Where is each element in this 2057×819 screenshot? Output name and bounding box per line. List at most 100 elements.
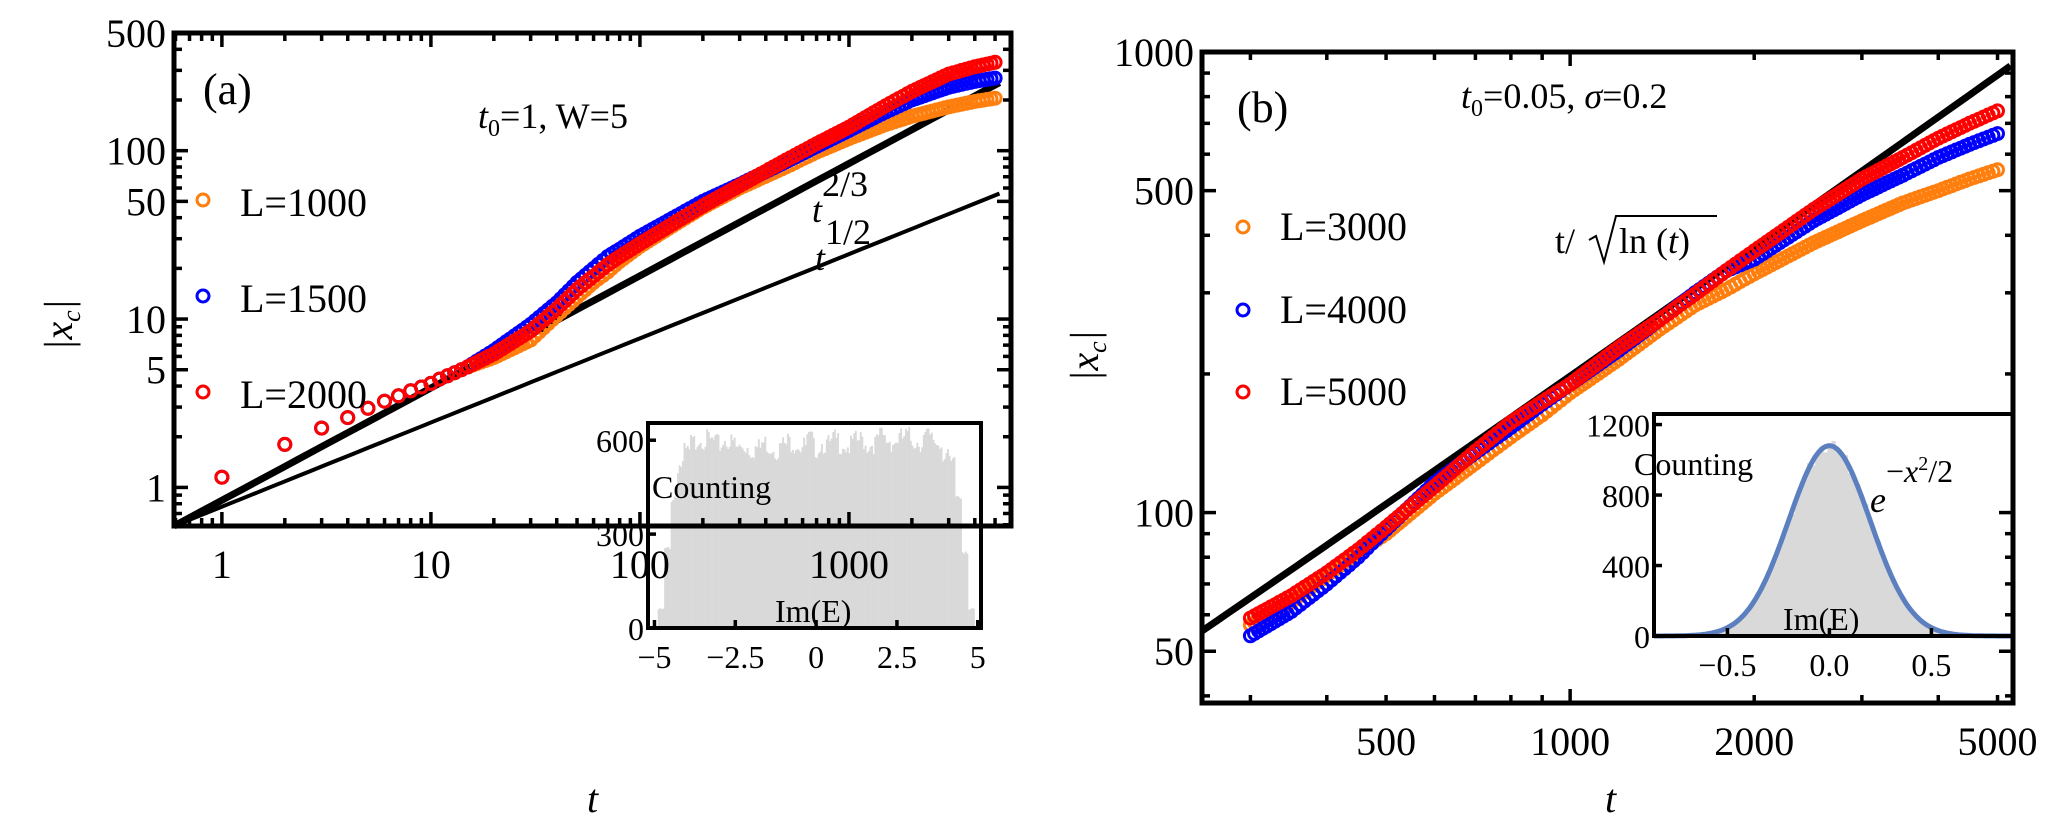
histogram-bar [948,455,951,628]
ref-label-root-close: ) [1678,221,1690,261]
histogram-bar [761,442,764,628]
y-tick-label: 1 [146,465,166,510]
histogram-bar [956,495,959,628]
histogram-bar [1758,590,1763,636]
histogram-bar [680,467,683,628]
histogram-bar [1876,540,1881,636]
legend-marker-l1500 [195,288,211,304]
histogram-bar [935,444,938,628]
legend-label-l1500: L=1500 [240,276,367,321]
histogram-bar [809,431,812,628]
histogram-bar [1737,618,1743,636]
y-axis-label-b-x: x [1062,353,1107,372]
y-tick-label: 5 [146,348,166,393]
histogram-bar [1729,625,1734,636]
histogram-bar [1908,611,1914,636]
inset-x-tick-label: 5 [970,639,986,675]
histogram-bar [1917,619,1922,636]
histogram-bar [812,438,815,628]
histogram-bar [702,449,705,628]
histogram-bar [1925,625,1930,636]
histogram-bar [681,460,684,628]
histogram-bar [917,446,920,628]
histogram-bar [1847,473,1853,636]
histogram-bar [782,437,785,628]
y-axis-label-b-text: |xc| [1062,330,1112,381]
histogram-bar [759,447,762,628]
histogram-bar [930,432,933,628]
histogram-bar [1823,452,1828,636]
histogram-bar [964,551,967,628]
data-point [1990,162,2005,178]
histogram-bar [909,440,912,628]
histogram-bar [743,451,746,628]
annotation-a-rest: =1, W=5 [500,96,628,136]
data-point [432,371,448,387]
x-tick-label: 100 [610,542,670,587]
histogram-bar [838,453,841,628]
inset-b-ylabel: Counting [1634,446,1753,482]
histogram-bar [714,435,717,628]
histogram-bar [1770,562,1775,636]
ref-label-root-ln: ln ( [1619,221,1668,261]
annotation-b-t: t [1461,76,1472,116]
histogram-bar [867,451,870,628]
y-tick-label: 1000 [1114,30,1194,75]
x-tick-label: 10 [411,542,451,587]
histogram-bar [958,497,961,628]
histogram-bar [657,609,660,628]
histogram-bar [1721,629,1726,636]
panel-label-b: (b) [1237,83,1288,132]
legend-label-l3000: L=3000 [1280,204,1407,249]
histogram-bar [770,453,773,628]
y-axis-label-b-bar: | [1062,330,1107,341]
data-point [987,70,1003,86]
histogram-bar [955,496,958,628]
histogram-bar [850,435,852,628]
y-tick-label: 10 [126,297,166,342]
histogram-bar [837,432,840,628]
histogram-bar [824,452,827,628]
data-point [214,469,230,485]
histogram-bar [833,429,836,628]
histogram-bar [712,439,715,628]
x-axis-label-a: t [587,776,599,819]
histogram-bar [950,460,953,628]
histogram-bar [887,442,890,628]
y-tick-label: 50 [126,179,166,224]
inset-x-tick-label: −0.5 [1698,647,1756,683]
histogram-bar [694,449,697,628]
legend-marker-l3000 [1235,219,1251,235]
histogram-bar [1843,455,1849,636]
reference-line-2-3 [172,79,1002,530]
histogram-bar [659,608,662,628]
histogram-bar [841,448,844,628]
histogram-bar [660,609,663,628]
histogram-bar [717,434,720,628]
y-axis-label-b: |xc| [1062,330,1112,381]
histogram-bar [777,458,780,628]
histogram-bar [723,440,726,628]
inset-y-tick-label: 0 [1634,619,1650,655]
histogram-bar [811,431,814,628]
histogram-bar [896,443,899,628]
axis-ticks-a: 1 10 100 1000 1 5 10 50 100 500 [106,11,1011,587]
histogram-bar [673,496,676,628]
plot-frame-b [1199,49,2016,706]
histogram-bar [869,446,872,628]
histogram-bar [1806,463,1812,636]
histogram-bar [951,458,954,628]
histogram-bar [914,447,917,628]
annotation-a-t: t [478,96,489,136]
histogram-bar [940,447,943,628]
ref-label-root: ln (t) [1619,221,1690,261]
histogram-bar [1900,597,1906,636]
histogram-bar [822,453,825,628]
histogram-bar [798,450,801,628]
histogram-bar [804,444,807,628]
histogram-bar [1860,498,1865,636]
histogram-bar [744,452,747,628]
histogram-bar [1904,604,1910,636]
histogram-bar [696,446,699,628]
